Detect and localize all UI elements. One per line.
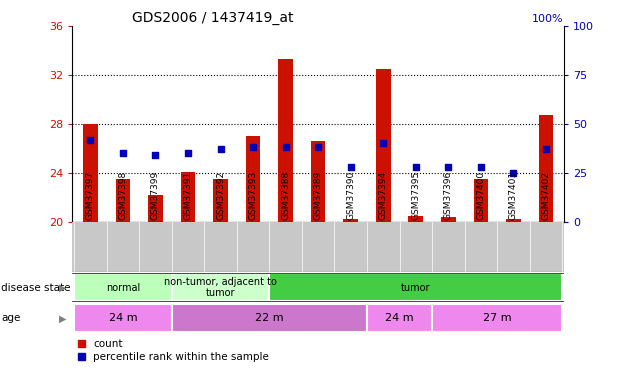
Text: 22 m: 22 m (255, 314, 284, 323)
Bar (441, 217, 455, 222)
Text: 24 m: 24 m (385, 314, 414, 323)
Bar (172, 304, 367, 332)
Bar (74, 273, 172, 302)
Point (346, 164, 356, 170)
Point (378, 141, 388, 147)
Text: ▶: ▶ (59, 283, 66, 292)
Bar (213, 179, 228, 222)
Legend: count, percentile rank within the sample: count, percentile rank within the sample (77, 339, 269, 362)
Bar (270, 273, 562, 302)
Text: disease state: disease state (1, 283, 71, 292)
Point (508, 170, 518, 176)
Point (411, 164, 421, 170)
Bar (311, 141, 326, 222)
Bar (115, 179, 130, 222)
Text: GDS2006 / 1437419_at: GDS2006 / 1437419_at (132, 11, 294, 25)
Bar (343, 219, 358, 222)
Bar (172, 273, 270, 302)
Text: 27 m: 27 m (483, 314, 512, 323)
Text: 24 m: 24 m (108, 314, 137, 323)
Point (541, 146, 551, 152)
Point (151, 152, 161, 158)
Bar (181, 171, 195, 222)
Point (215, 146, 226, 152)
Bar (506, 219, 521, 222)
Point (280, 144, 290, 150)
Point (444, 164, 454, 170)
Bar (83, 124, 98, 222)
Bar (474, 179, 488, 222)
Text: age: age (1, 314, 21, 323)
Text: 100%: 100% (532, 14, 564, 24)
Bar (367, 304, 432, 332)
Point (313, 144, 323, 150)
Point (85, 136, 95, 142)
Bar (278, 59, 293, 222)
Text: non-tumor, adjacent to
tumor: non-tumor, adjacent to tumor (164, 277, 277, 298)
Point (183, 150, 193, 156)
Bar (246, 136, 260, 222)
Bar (376, 69, 391, 222)
Text: ▶: ▶ (59, 314, 66, 323)
Text: normal: normal (106, 283, 140, 292)
Point (118, 150, 128, 156)
Text: tumor: tumor (401, 283, 430, 292)
Point (476, 164, 486, 170)
Point (248, 144, 258, 150)
Bar (74, 304, 172, 332)
Bar (539, 116, 553, 222)
Bar (148, 195, 163, 222)
Bar (408, 216, 423, 222)
Bar (432, 304, 562, 332)
